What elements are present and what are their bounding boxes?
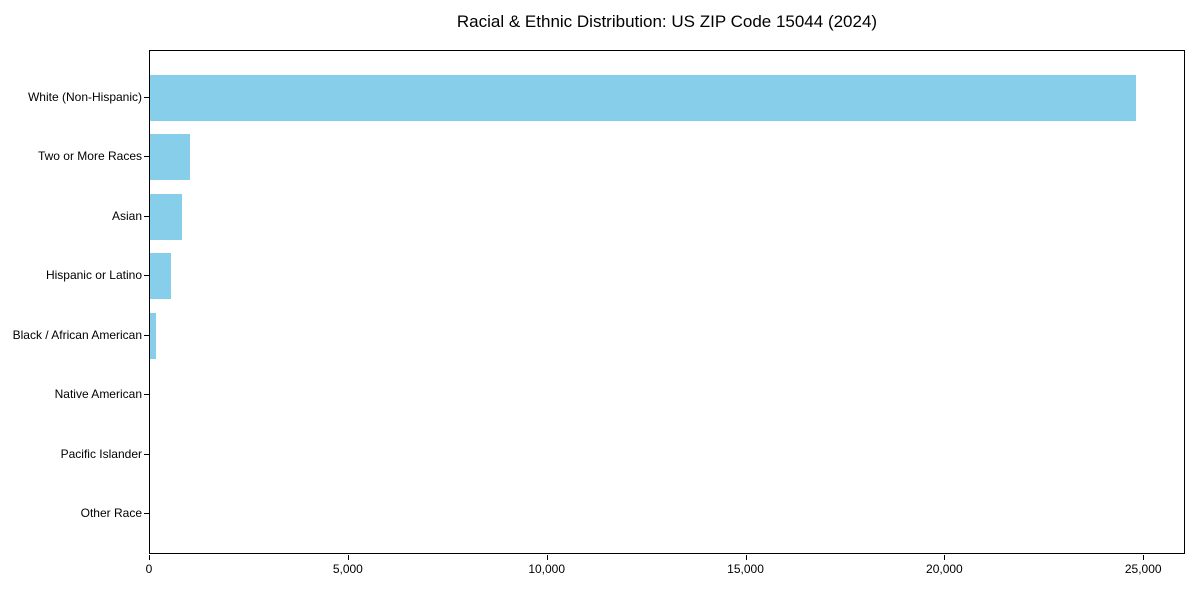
- x-tick-label: 5,000: [332, 562, 363, 576]
- x-tick-mark: [1143, 555, 1145, 560]
- y-axis-label-black-african-american: Black / African American: [12, 327, 142, 342]
- x-tick-mark: [546, 555, 548, 560]
- bar-asian: [150, 193, 182, 240]
- bar-hispanic-or-latino: [150, 253, 172, 300]
- y-axis-label-other-race: Other Race: [80, 506, 142, 521]
- y-tick-mark: [144, 215, 149, 217]
- y-axis-label-hispanic-or-latino: Hispanic or Latino: [45, 268, 142, 283]
- y-tick-mark: [144, 513, 149, 515]
- bar-two-or-more-races: [150, 134, 190, 181]
- x-tick-label: 25,000: [1124, 562, 1162, 576]
- plot-area: [149, 50, 1185, 554]
- x-tick-label: 10,000: [528, 562, 566, 576]
- y-axis-label-native-american: Native American: [54, 387, 142, 402]
- chart-title: Racial & Ethnic Distribution: US ZIP Cod…: [456, 12, 878, 31]
- y-axis-label-white-non-hispanic: White (Non-Hispanic): [27, 89, 142, 104]
- x-tick-mark: [149, 555, 150, 560]
- bar-white-non-hispanic: [150, 74, 1137, 121]
- x-tick-label: 0: [145, 562, 153, 576]
- x-tick-label: 15,000: [727, 562, 764, 576]
- x-tick-mark: [944, 555, 946, 560]
- y-axis-label-asian: Asian: [111, 208, 142, 223]
- bar-black-african-american: [150, 312, 156, 359]
- y-tick-mark: [144, 394, 149, 396]
- y-axis-label-pacific-islander: Pacific Islander: [60, 446, 142, 461]
- x-tick-mark: [745, 555, 747, 560]
- y-tick-mark: [144, 96, 149, 98]
- y-tick-mark: [144, 453, 149, 455]
- y-tick-mark: [144, 334, 149, 336]
- y-tick-mark: [144, 156, 149, 158]
- x-tick-label: 20,000: [926, 562, 963, 576]
- y-tick-mark: [144, 275, 149, 277]
- x-tick-mark: [347, 555, 349, 560]
- y-axis-label-two-or-more-races: Two or More Races: [37, 149, 142, 164]
